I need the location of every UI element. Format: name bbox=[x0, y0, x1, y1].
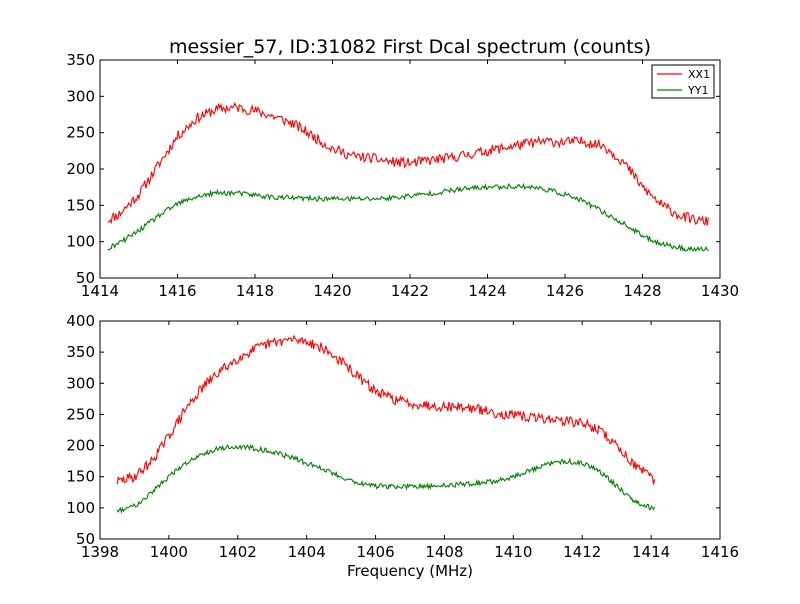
y-tick-label: 350 bbox=[66, 343, 95, 361]
x-tick-label: 1424 bbox=[468, 282, 506, 300]
x-tick-label: 1410 bbox=[494, 543, 532, 561]
y-tick-label: 50 bbox=[76, 530, 95, 548]
legend: XX1 YY1 bbox=[651, 64, 715, 99]
y-tick-label: 150 bbox=[66, 196, 95, 214]
y-tick-label: 100 bbox=[66, 499, 95, 517]
y-tick-label: 50 bbox=[76, 269, 95, 287]
y-tick-label: 150 bbox=[66, 468, 95, 486]
series-line-0-1 bbox=[107, 182, 709, 252]
x-tick-label: 1414 bbox=[81, 282, 119, 300]
y-tick-label: 200 bbox=[66, 160, 95, 178]
series-line-1-1 bbox=[116, 443, 656, 515]
legend-label-yy1: YY1 bbox=[687, 84, 708, 97]
chart-bottom-axes-frame bbox=[99, 320, 721, 540]
legend-box bbox=[651, 64, 715, 99]
x-tick-label: 1408 bbox=[425, 543, 463, 561]
y-tick-label: 300 bbox=[66, 87, 95, 105]
y-tick-label: 100 bbox=[66, 233, 95, 251]
x-tick-label: 1422 bbox=[391, 282, 429, 300]
y-tick-label: 250 bbox=[66, 405, 95, 423]
chart-top-plot bbox=[107, 101, 709, 252]
x-tick-label: 1406 bbox=[356, 543, 394, 561]
x-tick-label: 1404 bbox=[288, 543, 326, 561]
x-tick-label: 1426 bbox=[546, 282, 584, 300]
x-tick-label: 1414 bbox=[632, 543, 670, 561]
x-tick-label: 1418 bbox=[236, 282, 274, 300]
series-line-0-0 bbox=[107, 101, 709, 226]
x-axis-label: Frequency (MHz) bbox=[347, 562, 473, 580]
x-tick-label: 1398 bbox=[81, 543, 119, 561]
x-tick-label: 1412 bbox=[563, 543, 601, 561]
x-tick-label: 1402 bbox=[219, 543, 257, 561]
x-tick-label: 1428 bbox=[623, 282, 661, 300]
chart-top-ticks: 1414 1416 1418 1420 1422 1424 1426 1428 1430 50 10… bbox=[66, 51, 739, 300]
series-line-1-0 bbox=[116, 334, 656, 485]
legend-label-xx1: XX1 bbox=[688, 68, 710, 81]
chart-bottom-plot bbox=[116, 334, 656, 515]
y-tick-label: 200 bbox=[66, 437, 95, 455]
x-tick-label: 1420 bbox=[313, 282, 351, 300]
y-tick-label: 350 bbox=[66, 51, 95, 69]
chart-bottom-ticks: 1398 1400 1402 1404 1406 1408 1410 1412 1414 1416… bbox=[66, 312, 739, 561]
y-tick-label: 400 bbox=[66, 312, 95, 330]
x-tick-label: 1430 bbox=[701, 282, 739, 300]
y-tick-label: 300 bbox=[66, 374, 95, 392]
x-tick-label: 1416 bbox=[158, 282, 196, 300]
y-tick-label: 250 bbox=[66, 124, 95, 142]
chart-title: messier_57, ID:31082 First Dcal spectrum… bbox=[169, 36, 651, 58]
x-tick-label: 1400 bbox=[150, 543, 188, 561]
x-tick-label: 1416 bbox=[701, 543, 739, 561]
